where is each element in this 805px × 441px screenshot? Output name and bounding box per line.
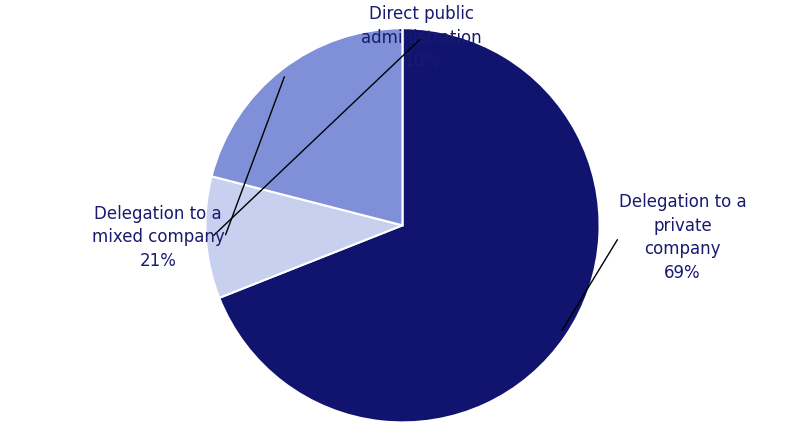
Wedge shape (212, 28, 402, 225)
Text: Delegation to a
private
company
69%: Delegation to a private company 69% (619, 193, 746, 282)
Wedge shape (205, 176, 402, 298)
Wedge shape (219, 28, 600, 422)
Text: Direct public
administration
10%: Direct public administration 10% (361, 5, 482, 71)
Text: Delegation to a
mixed company
21%: Delegation to a mixed company 21% (92, 205, 225, 270)
